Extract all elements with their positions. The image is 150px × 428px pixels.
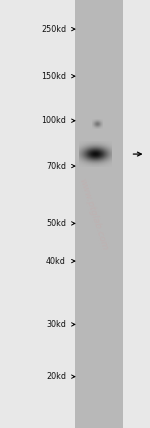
Text: www.ptglab.com: www.ptglab.com bbox=[77, 177, 109, 251]
Text: 40kd: 40kd bbox=[46, 256, 66, 266]
Text: 50kd: 50kd bbox=[46, 219, 66, 228]
Text: 20kd: 20kd bbox=[46, 372, 66, 381]
Text: 150kd: 150kd bbox=[41, 71, 66, 81]
Text: 100kd: 100kd bbox=[41, 116, 66, 125]
Text: 30kd: 30kd bbox=[46, 320, 66, 329]
Text: 250kd: 250kd bbox=[41, 24, 66, 34]
Bar bbox=[75, 0, 123, 428]
Text: 70kd: 70kd bbox=[46, 161, 66, 171]
